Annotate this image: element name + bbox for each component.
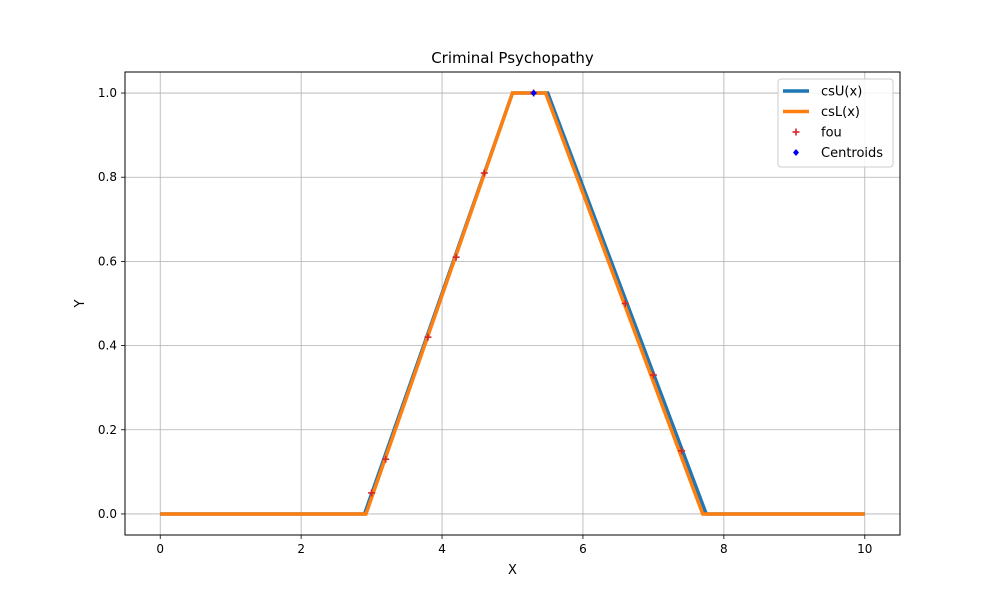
axis-ticks: 0 2 4 6 8 10 0.0 0.2 0.4 0.6 0.8 1.0 <box>98 86 873 556</box>
x-tick-label: 0 <box>156 542 164 556</box>
legend-label: Centroids <box>821 146 883 161</box>
fou-point <box>452 253 460 261</box>
x-tick-label: 2 <box>297 542 305 556</box>
legend-entry-0: csU(x) <box>783 85 862 100</box>
legend-label: csU(x) <box>821 85 862 100</box>
fou-point <box>424 333 432 341</box>
plot-series <box>160 89 865 516</box>
legend-box <box>777 78 894 168</box>
legend-entry-3: Centroids <box>793 146 883 161</box>
fou-point <box>480 169 488 177</box>
series-line-1 <box>160 91 865 516</box>
fou-point <box>678 447 686 455</box>
legend-entry-2: fou <box>792 126 842 141</box>
legend-entry-1: csL(x) <box>783 105 860 120</box>
x-tick-label: 8 <box>720 542 728 556</box>
fou-point <box>382 455 390 463</box>
centroid-point <box>530 89 537 97</box>
fou-point <box>649 371 657 379</box>
legend-label: csL(x) <box>821 105 860 120</box>
y-tick-label: 0.0 <box>98 507 117 521</box>
y-tick-label: 0.4 <box>98 339 117 353</box>
y-axis-title: Y <box>73 299 88 308</box>
y-tick-label: 0.6 <box>98 254 117 268</box>
fou-point <box>368 489 376 497</box>
fou-point <box>621 300 629 307</box>
x-axis-title: X <box>508 563 517 578</box>
y-tick-label: 0.2 <box>98 423 117 437</box>
chart-title: Criminal Psychopathy <box>431 49 594 67</box>
plot-area-frame <box>124 71 901 536</box>
legend: csU(x) csL(x) fou Centroids <box>777 78 894 168</box>
x-tick-label: 10 <box>857 542 872 556</box>
legend-label: fou <box>821 126 842 141</box>
y-tick-label: 1.0 <box>98 86 117 100</box>
x-tick-label: 4 <box>438 542 446 556</box>
y-tick-label: 0.8 <box>98 170 117 184</box>
legend-diamond-swatch <box>793 149 799 156</box>
x-tick-label: 6 <box>579 542 587 556</box>
